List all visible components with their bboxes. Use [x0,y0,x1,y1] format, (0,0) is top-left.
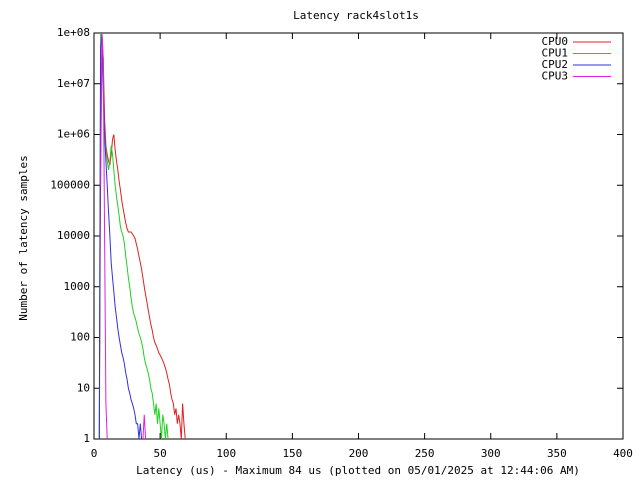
x-tick-label: 50 [154,447,167,460]
y-tick-label: 1e+06 [57,128,90,141]
plot-frame [93,32,624,440]
y-tick-label: 10000 [57,229,90,242]
y-axis-label: Number of latency samples [17,155,30,321]
legend-label: CPU0 [542,35,569,48]
x-axis-label: Latency (us) - Maximum 84 us (plotted on… [136,464,580,477]
y-tick-label: 10 [77,381,90,394]
x-tick-label: 0 [91,447,98,460]
series-line [100,32,147,440]
legend-label: CPU2 [542,58,569,71]
y-tick-label: 1 [83,432,90,445]
x-tick-label: 350 [547,447,567,460]
y-tick-label: 1e+08 [57,26,90,39]
y-tick-label: 100 [70,331,90,344]
x-tick-label: 300 [481,447,501,460]
legend-label: CPU3 [542,70,569,83]
x-tick-label: 100 [216,447,236,460]
x-tick-label: 150 [282,447,302,460]
y-tick-label: 1000 [64,280,91,293]
chart-title: Latency rack4slot1s [293,9,419,22]
y-tick-label: 100000 [50,178,90,191]
legend-label: CPU1 [542,47,569,60]
y-tick-label: 1e+07 [57,77,90,90]
series-line [98,32,143,440]
x-tick-label: 250 [415,447,435,460]
x-tick-label: 200 [349,447,369,460]
x-tick-label: 400 [613,447,633,460]
